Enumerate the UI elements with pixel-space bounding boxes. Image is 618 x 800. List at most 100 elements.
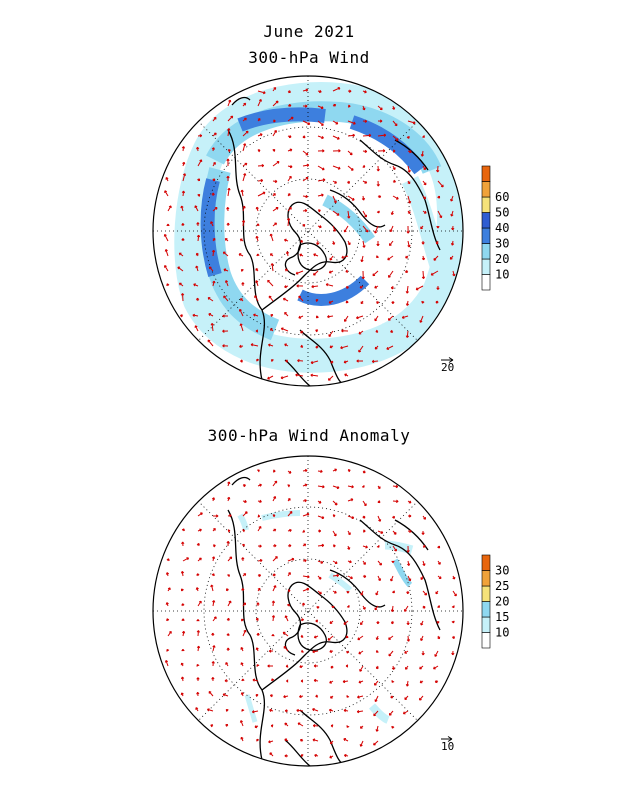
wind-vector-head — [284, 238, 287, 242]
wind-vector-head — [377, 500, 381, 504]
wind-vector-head — [181, 223, 185, 226]
wind-vector — [332, 485, 340, 489]
wind-vector — [347, 120, 356, 125]
wind-vector-head — [289, 148, 293, 152]
wind-vector — [317, 165, 325, 171]
wind-vector-head — [405, 290, 409, 294]
wind-vector-head — [391, 560, 395, 563]
wind-vector-head — [302, 135, 306, 139]
wind-vector-head — [390, 609, 395, 612]
wind-vector-head — [270, 263, 274, 266]
wind-vector — [357, 710, 364, 713]
wind-vector-head — [226, 633, 230, 636]
wind-vector-head — [284, 722, 288, 726]
wind-vector-head — [186, 557, 190, 561]
wind-vector-head — [285, 251, 290, 254]
wind-vector-head — [347, 242, 351, 246]
wind-vector — [285, 615, 289, 622]
wind-vector-head — [333, 533, 337, 537]
wind-vector-head — [306, 512, 310, 516]
wind-vector-head — [211, 573, 215, 576]
wind-vector-head — [376, 621, 380, 625]
wind-vector-head — [267, 279, 270, 283]
wind-vector-head — [415, 287, 419, 291]
wind-vector-head — [376, 255, 379, 259]
wind-vector-head — [421, 257, 426, 261]
wind-vector-head — [240, 736, 244, 740]
wind-vector — [437, 210, 442, 218]
wind-vector-head — [280, 327, 284, 331]
wind-vector-head — [408, 578, 412, 582]
wind-vector — [257, 90, 266, 94]
wind-vector-head — [286, 217, 291, 221]
panel2-colorbar-segment — [481, 570, 491, 587]
wind-vector — [362, 225, 369, 233]
wind-vector-head — [406, 563, 411, 566]
wind-vector-head — [388, 653, 392, 657]
wind-vector — [392, 195, 399, 200]
wind-vector-head — [228, 99, 232, 103]
wind-vector — [407, 195, 411, 204]
wind-vector-head — [273, 585, 277, 588]
wind-vector-head — [274, 222, 277, 226]
wind-vector-head — [375, 666, 379, 670]
wind-vector-head — [223, 295, 226, 299]
panel2-graticule — [153, 456, 463, 766]
panel1-wind-vectors — [163, 86, 456, 381]
wind-vector-head — [181, 541, 185, 545]
wind-vector-head — [383, 133, 387, 137]
wind-vector-head — [374, 230, 378, 234]
wind-vector-head — [287, 498, 291, 501]
wind-vector-head — [392, 107, 396, 110]
wind-vector-head — [244, 511, 248, 515]
wind-vector-head — [359, 285, 363, 289]
wind-vector-head — [288, 175, 292, 179]
wind-vector — [377, 134, 386, 137]
wind-vector-head — [422, 135, 425, 138]
panel2-colorbar-segment — [481, 554, 491, 571]
wind-vector-head — [226, 541, 230, 544]
wind-vector-head — [197, 193, 201, 197]
wind-vector-head — [289, 511, 293, 514]
wind-vector — [386, 345, 394, 350]
wind-vector-head — [225, 588, 229, 591]
wind-vector — [281, 327, 289, 332]
wind-vector — [223, 251, 229, 257]
wind-vector-head — [241, 282, 245, 285]
wind-vector — [361, 255, 364, 262]
wind-vector-head — [365, 545, 368, 549]
wind-vector-head — [213, 616, 217, 620]
wind-vector-head — [297, 722, 301, 726]
wind-vector-head — [211, 556, 216, 559]
wind-vector — [392, 135, 399, 141]
wind-vector — [374, 225, 379, 234]
wind-vector-head — [193, 283, 196, 287]
wind-vector-head — [258, 526, 262, 529]
wind-vector-head — [340, 346, 343, 350]
wind-vector-head — [211, 497, 216, 500]
wind-vector — [165, 249, 169, 257]
wind-vector-head — [351, 197, 355, 201]
wind-vector-head — [361, 276, 365, 280]
wind-vector — [298, 295, 304, 302]
wind-vector-head — [343, 708, 347, 713]
wind-vector — [272, 100, 279, 107]
wind-vector-head — [362, 245, 366, 248]
wind-vector — [347, 134, 355, 137]
wind-vector-head — [360, 259, 364, 263]
wind-vector-head — [195, 252, 199, 256]
wind-vector-head — [330, 360, 334, 364]
wind-vector-head — [421, 242, 425, 245]
wind-vector-head — [350, 576, 353, 580]
wind-vector — [240, 720, 244, 727]
wind-vector-head — [284, 311, 287, 315]
wind-vector-head — [257, 587, 261, 591]
wind-vector-head — [224, 237, 228, 241]
wind-vector-head — [304, 483, 308, 487]
wind-vector — [407, 575, 411, 582]
wind-vector — [332, 210, 340, 216]
panel1-colorbar-tick-label: 30 — [495, 237, 509, 251]
wind-vector-head — [332, 242, 336, 245]
wind-vector-head — [360, 592, 364, 596]
wind-vector-head — [242, 529, 245, 533]
